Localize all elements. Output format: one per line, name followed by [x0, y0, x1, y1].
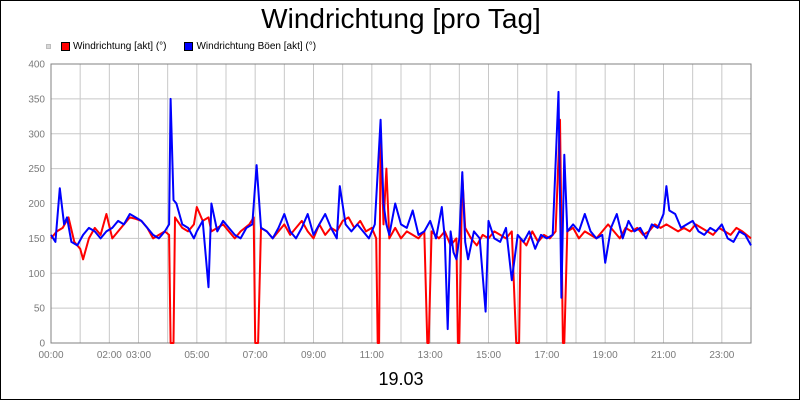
x-tick-label: 19:00 [593, 350, 618, 361]
x-tick-label: 03:00 [126, 350, 151, 361]
series-line-windrichtung [50, 118, 752, 344]
date-label: 19.03 [378, 369, 424, 389]
x-tick-label: 00:00 [38, 350, 63, 361]
x-tick-label: 15:00 [476, 350, 501, 361]
y-tick-label: 250 [28, 164, 45, 175]
x-tick-label: 02:00 [97, 350, 122, 361]
legend-label-windrichtung: Windrichtung [akt] (°) [73, 40, 167, 52]
y-tick-label: 400 [28, 60, 45, 71]
legend: Windrichtung [akt] (°) Windrichtung Böen… [46, 39, 334, 53]
x-tick-label: 09:00 [301, 350, 326, 361]
plot-border [50, 63, 752, 344]
legend-swatch-red [61, 41, 70, 51]
legend-toggle-dot[interactable] [46, 43, 51, 49]
y-tick-label: 0 [39, 339, 45, 350]
x-tick-label: 13:00 [418, 350, 443, 361]
y-tick-label: 150 [28, 234, 45, 245]
x-tick-label: 23:00 [709, 350, 734, 361]
x-tick-label: 17:00 [534, 350, 559, 361]
series-line-boeen [50, 90, 752, 331]
legend-item-boeen[interactable]: Windrichtung Böen [akt] (°) [184, 41, 316, 52]
y-tick-label: 100 [28, 269, 45, 280]
legend-item-windrichtung[interactable]: Windrichtung [akt] (°) [61, 41, 166, 52]
chart-title: Windrichtung [pro Tag] [261, 3, 541, 34]
x-tick-label: 11:00 [360, 350, 385, 361]
x-tick-label: 05:00 [184, 350, 209, 361]
y-tick-label: 300 [28, 129, 45, 140]
y-tick-label: 50 [34, 304, 46, 315]
y-tick-label: 200 [28, 199, 45, 210]
x-tick-label: 21:00 [651, 350, 676, 361]
y-tick-label: 350 [28, 94, 45, 105]
legend-swatch-blue [184, 41, 194, 51]
legend-label-boeen: Windrichtung Böen [akt] (°) [196, 40, 317, 52]
x-tick-label: 07:00 [243, 350, 268, 361]
